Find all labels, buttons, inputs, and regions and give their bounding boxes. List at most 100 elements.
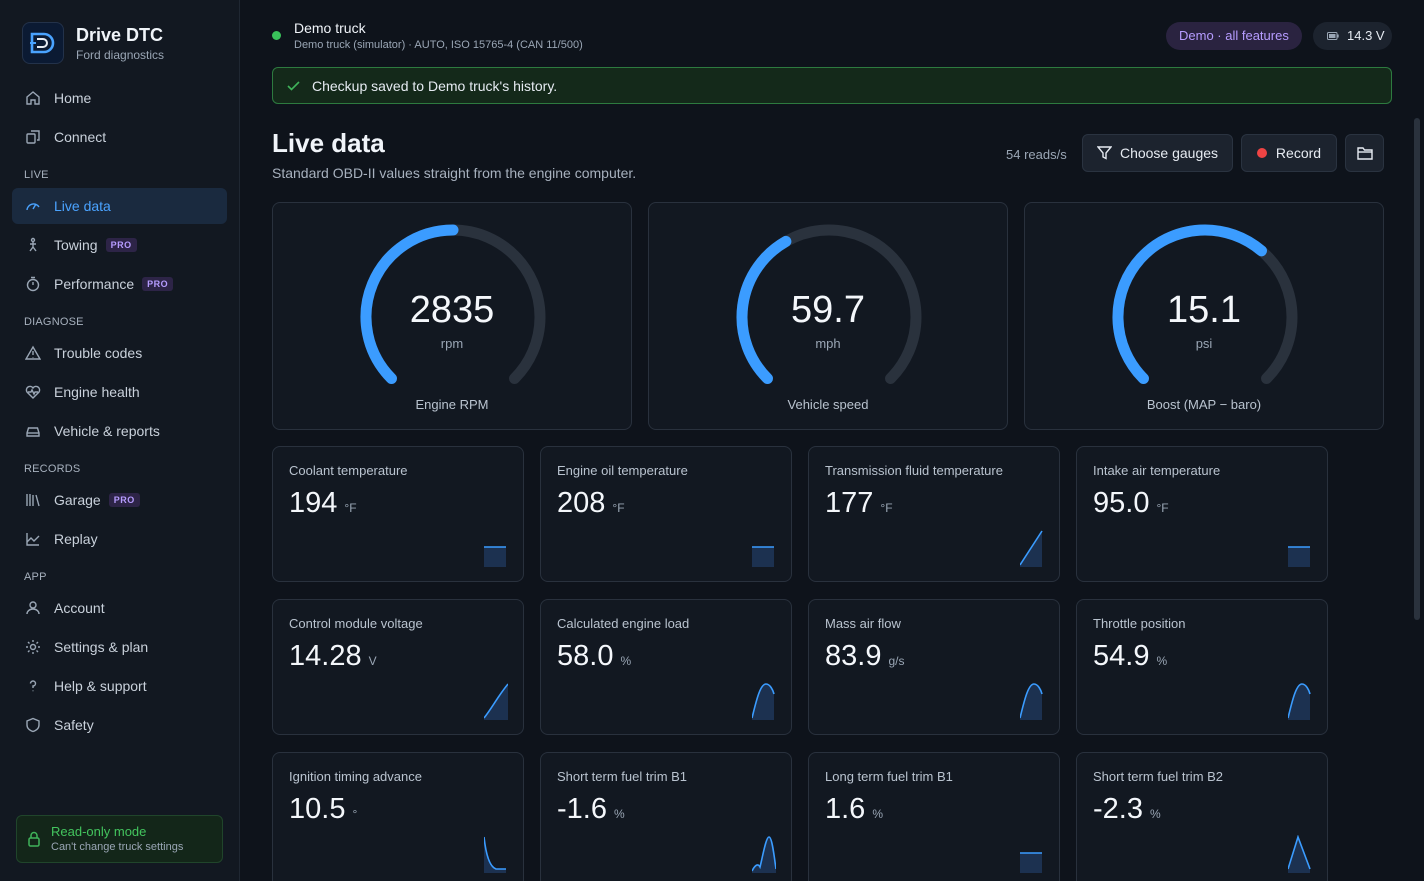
metric-label: Intake air temperature bbox=[1093, 463, 1221, 478]
metric-unit: °F bbox=[1156, 501, 1169, 515]
metric-value: -2.3 bbox=[1093, 793, 1143, 825]
metric-unit: °F bbox=[880, 501, 893, 515]
metric-value: 95.0 bbox=[1093, 487, 1150, 519]
sidebar-item-towing[interactable]: Towing PRO bbox=[12, 227, 227, 263]
metric-tile[interactable]: Short term fuel trim B1 -1.6% bbox=[540, 752, 792, 881]
sidebar-item-label: Vehicle & reports bbox=[54, 423, 160, 439]
metric-label: Calculated engine load bbox=[557, 616, 690, 631]
metric-unit: % bbox=[1149, 807, 1161, 821]
metric-label: Control module voltage bbox=[289, 616, 423, 631]
metric-tile[interactable]: Control module voltage 14.28 V bbox=[272, 599, 524, 735]
sidebar-item-label: Engine health bbox=[54, 384, 140, 400]
metric-label: Transmission fluid temperature bbox=[825, 463, 1003, 478]
readonly-mode-notice[interactable]: Read-only mode Can't change truck settin… bbox=[16, 815, 223, 863]
metric-tile[interactable]: Ignition timing advance 10.5 ° bbox=[272, 752, 524, 881]
brand[interactable]: Drive DTC Ford diagnostics bbox=[22, 22, 164, 64]
metric-tile[interactable]: Coolant temperature 194 °F bbox=[272, 446, 524, 582]
readonly-subtitle: Can't change truck settings bbox=[51, 841, 184, 853]
connection-status-dot bbox=[272, 31, 281, 40]
sparkline bbox=[752, 683, 775, 720]
metric-label: Mass air flow bbox=[825, 616, 901, 631]
choose-gauges-label: Choose gauges bbox=[1119, 145, 1219, 161]
metric-tile[interactable]: Transmission fluid temperature 177 °F bbox=[808, 446, 1060, 582]
sparkline bbox=[1288, 835, 1311, 873]
metric-value: 10.5 bbox=[289, 793, 346, 825]
connect-icon bbox=[24, 128, 42, 146]
sidebar-item-performance[interactable]: Performance PRO bbox=[12, 266, 227, 302]
success-banner: Checkup saved to Demo truck's history. bbox=[272, 67, 1392, 104]
metric-label: Throttle position bbox=[1093, 616, 1186, 631]
gauge-label: Boost (MAP − baro) bbox=[1146, 397, 1262, 412]
gauge-boost[interactable]: 15.1 psi Boost (MAP − baro) bbox=[1024, 202, 1384, 430]
vehicle-name[interactable]: Demo truck bbox=[294, 20, 366, 36]
top-bar: Demo truck Demo truck (simulator) · AUTO… bbox=[240, 0, 1424, 66]
sidebar-item-label: Account bbox=[54, 600, 105, 616]
sidebar-item-settings[interactable]: Settings & plan bbox=[12, 629, 227, 665]
metric-tile[interactable]: Short term fuel trim B2 -2.3% bbox=[1076, 752, 1328, 881]
sidebar-item-label: Replay bbox=[54, 531, 98, 547]
metric-tile[interactable]: Long term fuel trim B1 1.6% bbox=[808, 752, 1060, 881]
pro-badge: PRO bbox=[142, 277, 174, 291]
sidebar-item-home[interactable]: Home bbox=[12, 80, 227, 116]
metric-label: Short term fuel trim B2 bbox=[1093, 769, 1224, 784]
demo-badge[interactable]: Demo · all features bbox=[1166, 22, 1302, 50]
sparkline bbox=[1020, 852, 1042, 873]
sidebar-item-live-data[interactable]: Live data bbox=[12, 188, 227, 224]
gauge-value: 2835 bbox=[409, 289, 495, 331]
metric-unit: % bbox=[872, 807, 883, 821]
gauge-vehicle-speed[interactable]: 59.7 mph Vehicle speed bbox=[648, 202, 1008, 430]
scrollbar[interactable] bbox=[1414, 118, 1420, 620]
stopwatch-icon bbox=[24, 275, 42, 293]
sparkline bbox=[484, 683, 508, 720]
gauge-value: 15.1 bbox=[1167, 289, 1241, 331]
gauge-unit: mph bbox=[815, 336, 841, 351]
gauge-engine-rpm[interactable]: 2835 rpm Engine RPM bbox=[272, 202, 632, 430]
app-subtitle: Ford diagnostics bbox=[76, 47, 165, 62]
metric-tile[interactable]: Throttle position 54.9% bbox=[1076, 599, 1328, 735]
sidebar-item-label: Connect bbox=[54, 129, 107, 145]
sidebar-item-account[interactable]: Account bbox=[12, 590, 227, 626]
sidebar-item-label: Trouble codes bbox=[54, 345, 143, 361]
metric-label: Engine oil temperature bbox=[557, 463, 688, 478]
sidebar-item-help[interactable]: Help & support bbox=[12, 668, 227, 704]
section-records: RECORDS bbox=[24, 463, 81, 475]
sidebar-item-replay[interactable]: Replay bbox=[12, 521, 227, 557]
folder-icon bbox=[1356, 146, 1373, 160]
metric-tile[interactable]: Calculated engine load 58.0% bbox=[540, 599, 792, 735]
metric-label: Short term fuel trim B1 bbox=[557, 769, 688, 784]
open-folder-button[interactable] bbox=[1345, 134, 1384, 172]
metric-value: 54.9 bbox=[1093, 640, 1150, 672]
metric-tile[interactable]: Intake air temperature 95.0 °F bbox=[1076, 446, 1328, 582]
section-live: LIVE bbox=[24, 169, 49, 181]
sparkline bbox=[752, 836, 776, 873]
metric-label: Coolant temperature bbox=[289, 463, 408, 478]
help-icon bbox=[24, 677, 42, 695]
metric-value: 83.9 bbox=[825, 640, 882, 672]
sidebar-item-engine-health[interactable]: Engine health bbox=[12, 374, 227, 410]
metric-tile[interactable]: Engine oil temperature 208 °F bbox=[540, 446, 792, 582]
metric-value: 14.28 bbox=[289, 640, 362, 672]
metric-tile[interactable]: Mass air flow 83.9 g/s bbox=[808, 599, 1060, 735]
sidebar-item-connect[interactable]: Connect bbox=[12, 119, 227, 155]
page-subtitle: Standard OBD-II values straight from the… bbox=[272, 165, 637, 181]
gauge-unit: psi bbox=[1195, 336, 1213, 351]
battery-voltage-pill: 14.3 V bbox=[1313, 22, 1392, 50]
sidebar-item-safety[interactable]: Safety bbox=[12, 707, 227, 743]
sparkline bbox=[1020, 683, 1043, 720]
metric-unit: °F bbox=[344, 501, 357, 515]
record-dot-icon bbox=[1256, 148, 1267, 158]
sparkline bbox=[1020, 530, 1043, 567]
sidebar-item-garage[interactable]: Garage PRO bbox=[12, 482, 227, 518]
sidebar-item-trouble-codes[interactable]: Trouble codes bbox=[12, 335, 227, 371]
gauge-icon bbox=[24, 197, 42, 215]
sidebar-item-vehicle-reports[interactable]: Vehicle & reports bbox=[12, 413, 227, 449]
sparkline bbox=[484, 836, 506, 873]
record-button[interactable]: Record bbox=[1241, 134, 1337, 172]
sidebar-item-label: Safety bbox=[54, 717, 94, 733]
section-diagnose: DIAGNOSE bbox=[24, 316, 84, 328]
metric-unit: % bbox=[613, 807, 625, 821]
connection-details: Demo truck (simulator) · AUTO, ISO 15765… bbox=[294, 39, 583, 51]
sidebar-nav: Home Connect LIVE Live data Towing PRO P… bbox=[12, 80, 227, 746]
choose-gauges-button[interactable]: Choose gauges bbox=[1082, 134, 1233, 172]
pro-badge: PRO bbox=[105, 238, 137, 252]
